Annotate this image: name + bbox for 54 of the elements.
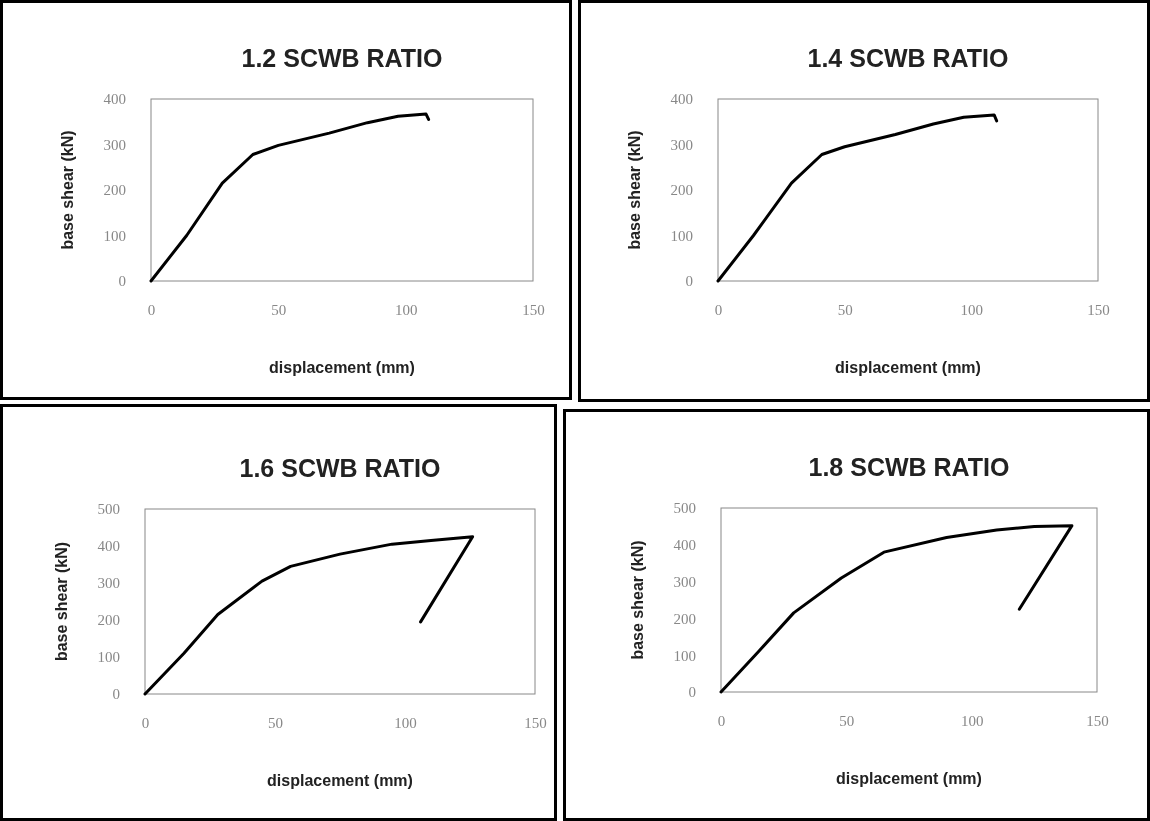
y-tick-label: 400 xyxy=(103,91,126,108)
y-tick-label: 300 xyxy=(97,575,120,592)
line-series xyxy=(719,524,1074,694)
y-tick-label: 300 xyxy=(673,573,696,590)
y-tick-label: 100 xyxy=(97,649,120,666)
y-tick-label: 0 xyxy=(118,273,126,290)
x-tick-label: 100 xyxy=(960,712,984,729)
y-tick-label: 400 xyxy=(673,537,696,554)
x-tick-label: 0 xyxy=(141,714,150,731)
x-tick-label: 0 xyxy=(717,712,726,729)
line-series xyxy=(149,112,431,283)
y-tick-label: 200 xyxy=(670,182,693,199)
y-axis-title: base shear (kN) xyxy=(59,130,76,250)
line-series xyxy=(716,113,999,283)
x-tick-label: 150 xyxy=(1087,301,1110,318)
x-tick-label: 100 xyxy=(960,301,984,318)
y-tick-label: 500 xyxy=(97,501,120,518)
chart-title: 1.4 SCWB RATIO xyxy=(807,44,1009,72)
y-tick-label: 0 xyxy=(685,273,693,290)
y-axis-title: base shear (kN) xyxy=(629,540,646,660)
line-series xyxy=(143,535,475,696)
y-tick-label: 200 xyxy=(673,610,696,627)
y-axis-title: base shear (kN) xyxy=(626,130,643,250)
x-tick-label: 0 xyxy=(147,301,156,318)
y-tick-label: 100 xyxy=(673,647,696,664)
x-axis-title: displacement (mm) xyxy=(267,772,413,789)
y-tick-label: 500 xyxy=(673,500,696,517)
x-tick-label: 100 xyxy=(394,301,418,318)
x-tick-label: 150 xyxy=(1086,712,1109,729)
y-tick-label: 0 xyxy=(112,686,120,703)
y-axis-title: base shear (kN) xyxy=(53,541,70,662)
y-tick-label: 200 xyxy=(97,612,120,629)
x-tick-label: 150 xyxy=(524,714,547,731)
chart-title: 1.2 SCWB RATIO xyxy=(241,44,443,72)
x-axis-title: displacement (mm) xyxy=(269,359,415,376)
x-axis-title: displacement (mm) xyxy=(836,770,982,787)
chart-title: 1.8 SCWB RATIO xyxy=(808,453,1010,481)
x-tick-label: 50 xyxy=(839,712,855,729)
chart-title: 1.6 SCWB RATIO xyxy=(239,454,441,482)
x-tick-label: 50 xyxy=(837,301,853,318)
x-tick-label: 50 xyxy=(268,714,283,731)
y-tick-label: 100 xyxy=(670,227,693,244)
x-tick-label: 150 xyxy=(522,301,545,318)
y-tick-label: 0 xyxy=(688,684,696,701)
x-tick-label: 50 xyxy=(271,301,287,318)
x-tick-label: 0 xyxy=(714,301,723,318)
y-tick-label: 300 xyxy=(103,136,126,153)
y-tick-label: 200 xyxy=(103,182,126,199)
y-tick-label: 300 xyxy=(670,136,693,153)
y-tick-label: 100 xyxy=(103,227,126,244)
x-axis-title: displacement (mm) xyxy=(835,359,981,376)
y-tick-label: 400 xyxy=(97,538,120,555)
x-tick-label: 100 xyxy=(394,714,417,731)
y-tick-label: 400 xyxy=(670,91,693,108)
